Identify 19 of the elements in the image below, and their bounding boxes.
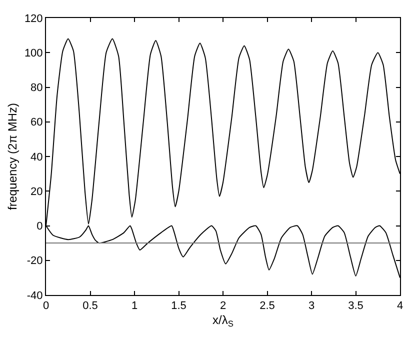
y-tick-label: 0	[36, 220, 43, 233]
y-tick-label: 100	[24, 47, 43, 60]
y-tick-label: 20	[30, 186, 43, 198]
x-tick-label: 2.5	[260, 300, 275, 312]
x-tick-label: 2	[220, 300, 226, 312]
y-axis-title: frequency (2π MHz)	[6, 103, 20, 210]
y-tick-label: 80	[30, 82, 43, 94]
x-tick-label: 3	[308, 300, 315, 312]
x-tick-label: 3.5	[348, 300, 364, 312]
x-axis-title: x/λ$_{S}$	[212, 313, 234, 329]
x-tick-label: 0.5	[82, 300, 98, 312]
y-tick-label: 120	[24, 12, 43, 25]
y-tick-label: 40	[30, 151, 43, 164]
y-tick-label: -40	[26, 290, 43, 302]
x-tick-label: 1.5	[171, 300, 186, 312]
y-tick-label: 60	[30, 116, 43, 129]
x-tick-label: 1	[131, 300, 138, 312]
y-tick-label: -20	[26, 255, 43, 268]
x-tick-label: 4	[396, 300, 404, 312]
